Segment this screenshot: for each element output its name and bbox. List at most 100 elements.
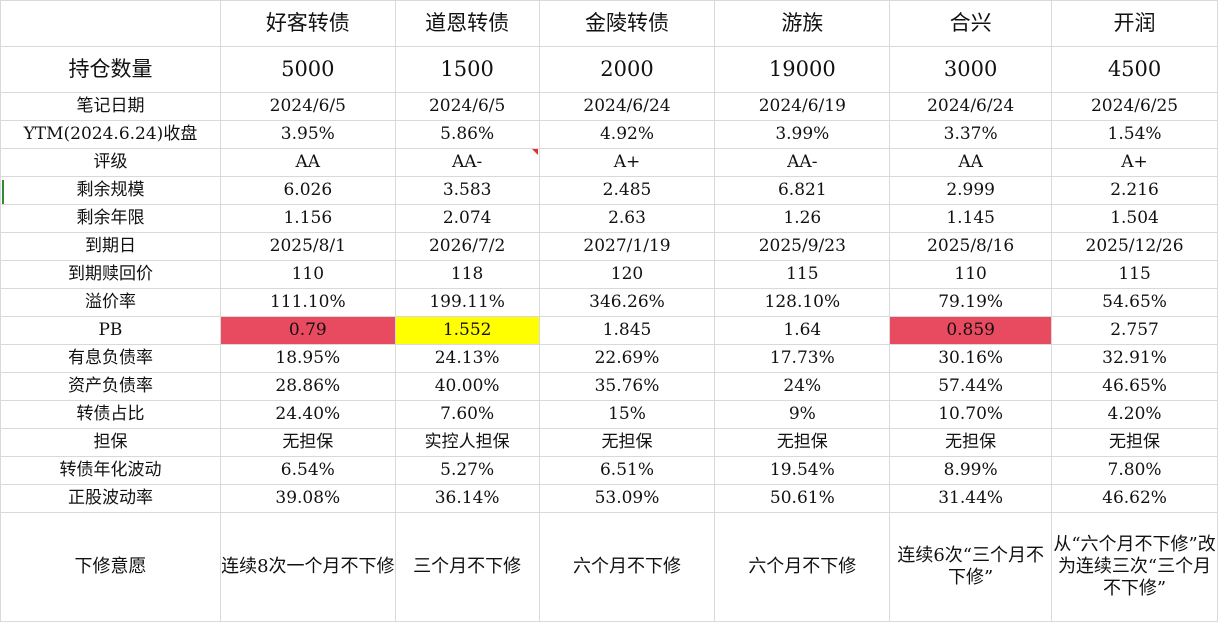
table-cell[interactable]: 6.026	[219, 176, 396, 205]
column-header[interactable]: 金陵转债	[538, 0, 716, 47]
column-header[interactable]: 游族	[714, 0, 891, 47]
table-cell[interactable]: 24.40%	[219, 400, 396, 429]
table-cell[interactable]: 118	[394, 260, 540, 289]
table-cell[interactable]: 3.99%	[714, 120, 891, 149]
table-cell[interactable]: 35.76%	[538, 372, 716, 401]
table-cell[interactable]: 6.821	[714, 176, 891, 205]
table-cell[interactable]: 无担保	[219, 428, 396, 457]
table-cell[interactable]: 2025/12/26	[1051, 232, 1218, 261]
table-cell[interactable]: 24%	[714, 372, 891, 401]
row-label[interactable]: 到期赎回价	[0, 260, 221, 289]
table-cell[interactable]: 1.156	[219, 204, 396, 233]
row-label[interactable]: 剩余规模	[0, 176, 221, 205]
table-cell[interactable]: AA-	[394, 148, 540, 177]
table-cell[interactable]: 50.61%	[714, 484, 891, 513]
table-cell[interactable]: 3.95%	[219, 120, 396, 149]
table-cell[interactable]: 17.73%	[714, 344, 891, 373]
table-cell[interactable]: 24.13%	[394, 344, 540, 373]
table-cell[interactable]: 8.99%	[889, 456, 1053, 485]
table-cell[interactable]: 5.86%	[394, 120, 540, 149]
table-cell[interactable]: 28.86%	[219, 372, 396, 401]
table-cell[interactable]: 31.44%	[889, 484, 1053, 513]
table-cell[interactable]: 4.20%	[1051, 400, 1218, 429]
table-cell[interactable]: 2000	[538, 46, 716, 93]
table-cell[interactable]: 1500	[394, 46, 540, 93]
table-cell[interactable]: 2.074	[394, 204, 540, 233]
table-cell[interactable]: 连续6次“三个月不下修”	[889, 512, 1053, 622]
table-cell[interactable]: 实控人担保	[394, 428, 540, 457]
table-cell[interactable]: 6.51%	[538, 456, 716, 485]
table-cell[interactable]: 1.145	[889, 204, 1053, 233]
table-cell[interactable]: 2.757	[1051, 316, 1218, 345]
table-cell[interactable]: 54.65%	[1051, 288, 1218, 317]
table-cell[interactable]: 2025/8/16	[889, 232, 1053, 261]
table-cell[interactable]: 无担保	[1051, 428, 1218, 457]
table-cell[interactable]: 1.504	[1051, 204, 1218, 233]
row-label[interactable]: 转债占比	[0, 400, 221, 429]
table-cell[interactable]: AA	[219, 148, 396, 177]
table-cell[interactable]: 110	[219, 260, 396, 289]
table-cell[interactable]: 0.859	[889, 316, 1053, 345]
table-cell[interactable]: 53.09%	[538, 484, 716, 513]
table-cell[interactable]: 4500	[1051, 46, 1218, 93]
table-cell[interactable]: 2.63	[538, 204, 716, 233]
table-cell[interactable]: 46.62%	[1051, 484, 1218, 513]
row-label[interactable]: 有息负债率	[0, 344, 221, 373]
table-cell[interactable]: 199.11%	[394, 288, 540, 317]
table-cell[interactable]: 2024/6/19	[714, 92, 891, 121]
table-cell[interactable]: 22.69%	[538, 344, 716, 373]
row-label[interactable]: 溢价率	[0, 288, 221, 317]
corner-cell[interactable]	[0, 0, 221, 47]
table-cell[interactable]: 2026/7/2	[394, 232, 540, 261]
table-cell[interactable]: 128.10%	[714, 288, 891, 317]
table-cell[interactable]: 2024/6/24	[889, 92, 1053, 121]
row-label[interactable]: 评级	[0, 148, 221, 177]
column-header[interactable]: 好客转债	[219, 0, 396, 47]
table-cell[interactable]: 2.999	[889, 176, 1053, 205]
table-cell[interactable]: 115	[714, 260, 891, 289]
table-cell[interactable]: AA-	[714, 148, 891, 177]
table-cell[interactable]: 19000	[714, 46, 891, 93]
table-cell[interactable]: 2.485	[538, 176, 716, 205]
column-header[interactable]: 合兴	[889, 0, 1053, 47]
table-cell[interactable]: 19.54%	[714, 456, 891, 485]
table-cell[interactable]: 六个月不下修	[714, 512, 891, 622]
table-cell[interactable]: 32.91%	[1051, 344, 1218, 373]
table-cell[interactable]: 三个月不下修	[394, 512, 540, 622]
table-cell[interactable]: 4.92%	[538, 120, 716, 149]
table-cell[interactable]: 六个月不下修	[538, 512, 716, 622]
table-cell[interactable]: 5.27%	[394, 456, 540, 485]
table-cell[interactable]: 3.37%	[889, 120, 1053, 149]
row-label[interactable]: 剩余年限	[0, 204, 221, 233]
table-cell[interactable]: 79.19%	[889, 288, 1053, 317]
table-cell[interactable]: 连续8次一个月不下修	[219, 512, 396, 622]
table-cell[interactable]: 6.54%	[219, 456, 396, 485]
table-cell[interactable]: 3000	[889, 46, 1053, 93]
table-cell[interactable]: 9%	[714, 400, 891, 429]
row-label[interactable]: PB	[0, 316, 221, 345]
table-cell[interactable]: 115	[1051, 260, 1218, 289]
row-label[interactable]: YTM(2024.6.24)收盘	[0, 120, 221, 149]
table-cell[interactable]: AA	[889, 148, 1053, 177]
table-cell[interactable]: 2024/6/5	[219, 92, 396, 121]
table-cell[interactable]: 5000	[219, 46, 396, 93]
table-cell[interactable]: 1.64	[714, 316, 891, 345]
comment-indicator-icon[interactable]	[532, 149, 538, 155]
table-cell[interactable]: 无担保	[714, 428, 891, 457]
table-cell[interactable]: 2024/6/24	[538, 92, 716, 121]
table-cell[interactable]: 1.26	[714, 204, 891, 233]
column-header[interactable]: 开润	[1051, 0, 1218, 47]
table-cell[interactable]: 2.216	[1051, 176, 1218, 205]
table-cell[interactable]: 从“六个月不下修”改为连续三次“三个月不下修”	[1051, 512, 1218, 622]
row-label[interactable]: 到期日	[0, 232, 221, 261]
table-cell[interactable]: 2025/8/1	[219, 232, 396, 261]
row-label[interactable]: 担保	[0, 428, 221, 457]
table-cell[interactable]: 0.79	[219, 316, 396, 345]
table-cell[interactable]: 2025/9/23	[714, 232, 891, 261]
table-cell[interactable]: 2024/6/25	[1051, 92, 1218, 121]
table-cell[interactable]: 7.80%	[1051, 456, 1218, 485]
row-label[interactable]: 持仓数量	[0, 46, 221, 93]
table-cell[interactable]: 10.70%	[889, 400, 1053, 429]
table-cell[interactable]: 346.26%	[538, 288, 716, 317]
table-cell[interactable]: 46.65%	[1051, 372, 1218, 401]
